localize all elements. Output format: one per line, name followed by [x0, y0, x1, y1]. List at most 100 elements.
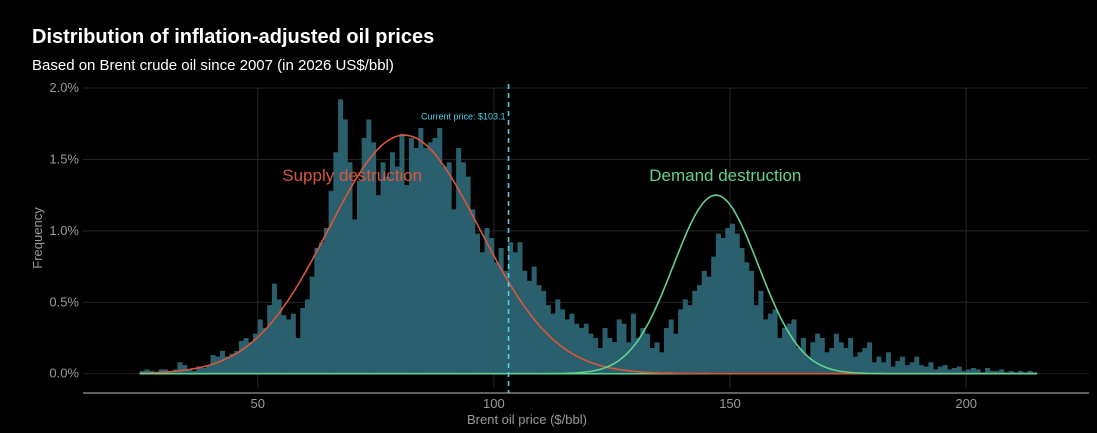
histogram-bar: [271, 283, 277, 374]
histogram-bar: [253, 333, 259, 374]
histogram-bar: [933, 369, 939, 374]
histogram-bar: [640, 328, 646, 374]
demand-destruction-label: Demand destruction: [649, 166, 801, 185]
histogram-bar: [191, 370, 197, 374]
histogram-bar: [966, 369, 972, 374]
histogram-bar: [437, 128, 443, 374]
histogram-bar: [730, 223, 736, 374]
histogram-bar: [460, 162, 466, 374]
histogram-bar: [569, 313, 575, 374]
histogram-bar: [909, 362, 915, 374]
histogram-bar: [682, 299, 688, 374]
histogram-bar: [829, 348, 835, 374]
histogram-bar: [338, 99, 344, 374]
histogram-bar: [550, 313, 556, 374]
histogram-bar: [470, 209, 476, 374]
histogram-bar: [767, 313, 773, 374]
annotation-layer: Current price: $103.1 Supply destruction D…: [282, 84, 801, 393]
histogram-bar: [371, 142, 377, 374]
histogram-bar: [975, 369, 981, 374]
histogram-bar: [276, 299, 282, 374]
histogram-bar: [810, 342, 816, 374]
histogram-bar: [578, 328, 584, 374]
histogram-bar: [427, 142, 433, 374]
histogram-bar: [545, 305, 551, 374]
histogram-bar: [786, 323, 792, 374]
histogram-bar: [696, 285, 703, 374]
histogram-bar: [352, 219, 358, 374]
histogram-bar: [630, 313, 636, 374]
histogram-bar: [186, 369, 192, 374]
histogram-bar: [512, 252, 518, 374]
histogram-bar: [356, 180, 362, 374]
curves-layer: [139, 134, 1038, 375]
histogram-bar: [663, 328, 669, 374]
histogram-bar: [824, 352, 830, 374]
histogram-bar: [408, 138, 414, 374]
histogram-bar: [635, 338, 641, 374]
histogram-bar: [196, 366, 202, 374]
histogram-bar: [333, 152, 339, 374]
histogram-bar: [177, 362, 183, 374]
histogram-bar: [493, 262, 499, 374]
histogram-bar: [687, 305, 693, 374]
histogram-bar: [361, 138, 367, 374]
histogram-bar: [928, 362, 934, 374]
histogram-bar: [295, 338, 301, 374]
histogram-bar: [994, 370, 1000, 374]
histogram-bar: [805, 356, 811, 374]
y-tick-label: 1.0%: [49, 223, 79, 238]
histogram-bar: [380, 162, 386, 374]
chart-title: Distribution of inflation-adjusted oil p…: [32, 26, 435, 48]
histogram-bar: [498, 248, 504, 374]
histogram-bar: [895, 360, 901, 374]
histogram-bar: [701, 270, 707, 374]
histogram-bar: [711, 256, 717, 374]
histogram-bar: [503, 270, 509, 374]
histogram-bar: [753, 305, 759, 374]
histogram-bar: [645, 333, 651, 374]
y-tick-label: 0.5%: [49, 294, 79, 309]
histogram-bar: [819, 338, 825, 374]
current-price-label: Current price: $103.1: [421, 111, 506, 121]
histogram-bar: [404, 185, 410, 374]
histogram-bar: [597, 348, 603, 374]
histogram-bar: [900, 356, 906, 374]
histogram-bar: [262, 328, 268, 374]
histogram-bar: [654, 342, 660, 374]
histogram-bar: [918, 365, 924, 374]
histogram-bar: [451, 209, 457, 374]
histogram-bar: [484, 228, 490, 374]
histogram-bar: [441, 166, 447, 374]
histogram-bar: [243, 338, 249, 374]
histogram-bar: [744, 262, 750, 374]
histogram-bar: [588, 333, 594, 374]
histogram-bar: [947, 369, 953, 374]
histogram-bar: [1008, 370, 1014, 374]
histogram-bar: [956, 366, 962, 374]
histogram-bar: [843, 348, 849, 374]
y-axis-title: Frequency: [30, 207, 45, 269]
histogram-bar: [763, 319, 769, 374]
histogram-bar: [489, 238, 495, 374]
histogram-bar: [815, 333, 821, 374]
histogram-bar: [446, 162, 452, 374]
histogram-bar: [309, 276, 315, 374]
histogram-bar: [385, 176, 391, 374]
histogram-bar: [522, 270, 528, 374]
histogram-bar: [914, 356, 920, 374]
histogram-bar: [248, 342, 254, 374]
y-tick-label: 2.0%: [49, 80, 79, 95]
histogram-bar: [720, 238, 726, 374]
histogram-bar: [725, 228, 731, 374]
histogram-bar: [952, 368, 958, 374]
histogram-bar: [583, 323, 589, 374]
histogram-bar: [555, 299, 561, 374]
histogram-bar: [852, 356, 858, 374]
histogram-bar: [649, 348, 655, 374]
histogram-bar: [290, 313, 296, 374]
histogram-bar: [475, 233, 481, 374]
histogram-bar: [257, 319, 263, 374]
histogram-bar: [668, 319, 674, 374]
